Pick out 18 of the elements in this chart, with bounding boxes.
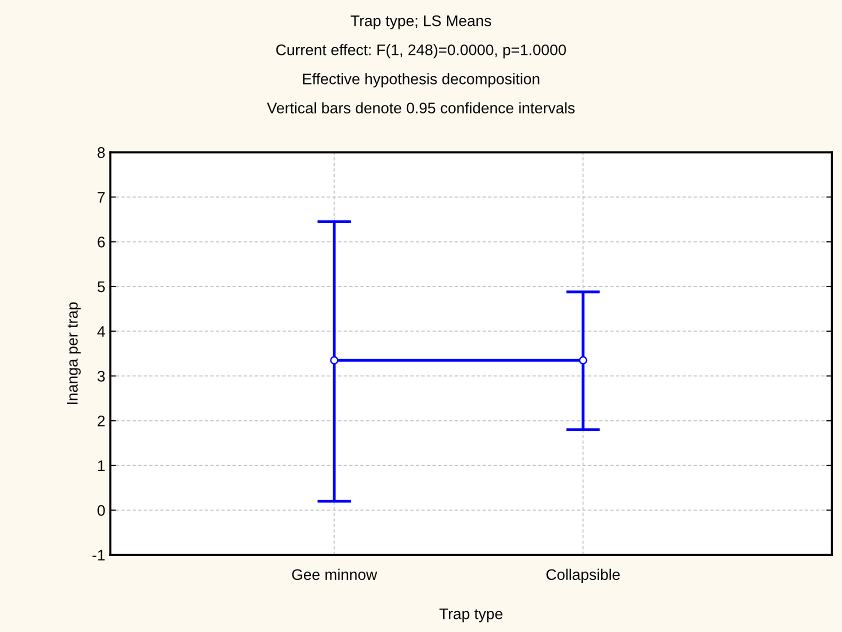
y-tick-label: 7 [98,192,105,203]
x-tick-label: Gee minnow [292,568,378,580]
y-tick-label: -1 [92,550,105,560]
x-tick-label: Collapsible [546,568,620,584]
text: Vertical bars denote 0.95 confidence intervals [266,102,575,114]
chart-subtitle: Current effect: F(1, 248)=0.0000, p=1.0000 [276,44,566,58]
y-tick-label: 3 [98,370,105,382]
y-tick-label: 2 [98,416,105,426]
y-tick-label: 5 [98,282,105,292]
y-tick-label: 6 [98,236,105,248]
y-tick-label: 0 [98,505,105,516]
x-axis-title: Trap type [439,608,502,622]
y-tick-label: 4 [97,326,105,337]
text: Effective hypothesis decomposition [303,73,540,88]
y-tick-label: 1 [98,460,105,471]
y-tick-label: 8 [98,147,105,158]
y-axis-title: Inanga per trap [67,302,81,404]
chart-title: Trap type; LS Means [350,15,492,30]
